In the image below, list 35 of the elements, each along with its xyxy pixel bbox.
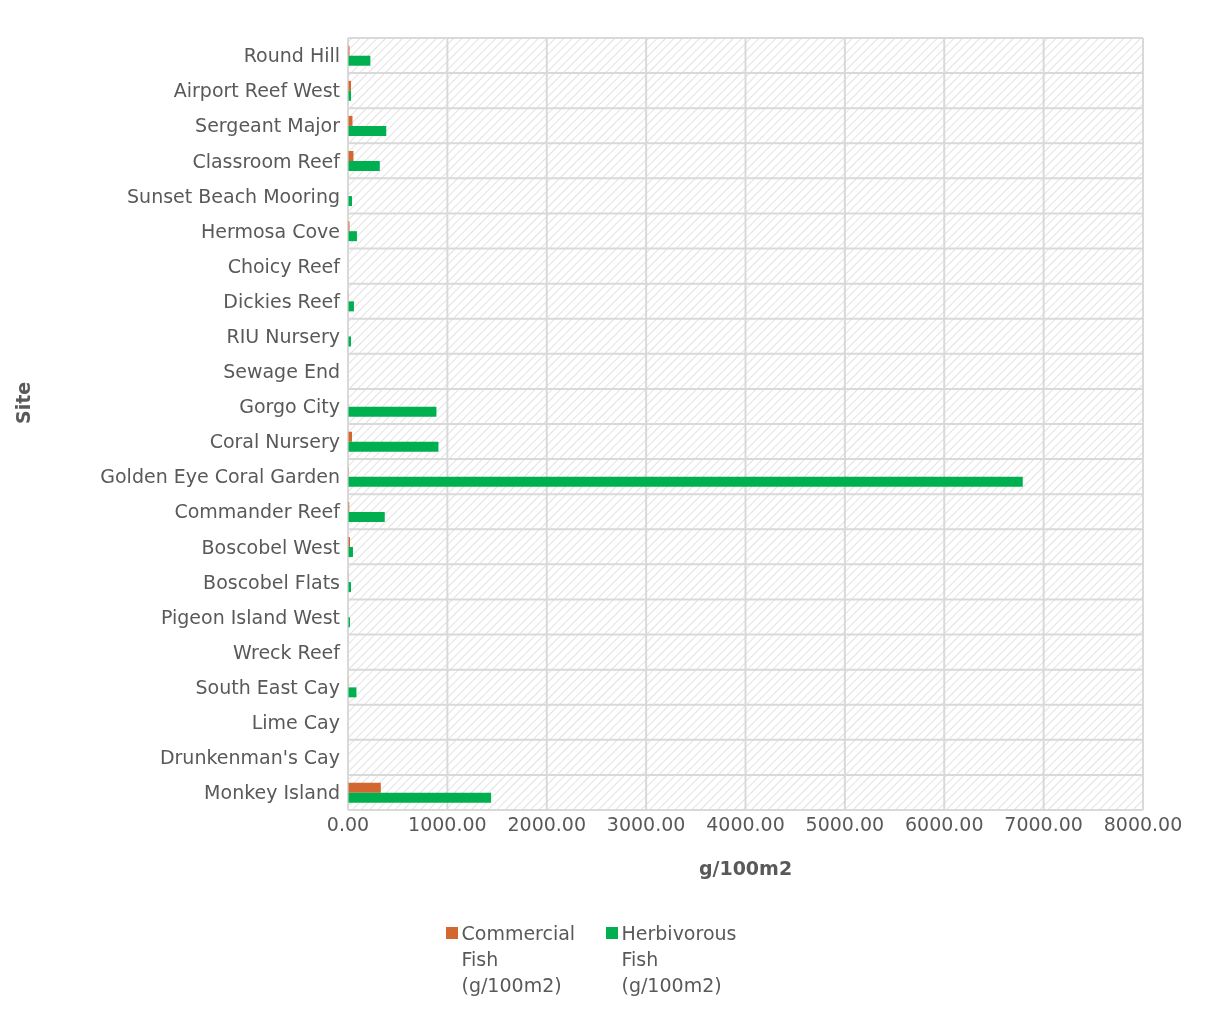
y-tick-label: Sewage End	[223, 360, 340, 383]
y-tick-label: Gorgo City	[239, 395, 340, 418]
y-tick-label: Wreck Reef	[233, 640, 342, 663]
y-axis-title: Site	[11, 381, 34, 424]
x-tick-label: 6000.00	[904, 813, 984, 836]
y-tick-label: South East Cay	[195, 675, 340, 698]
x-axis-title: g/100m2	[698, 857, 793, 879]
y-tick-label: Round Hill	[243, 44, 340, 67]
x-tick-label: 2000.00	[507, 813, 587, 836]
y-tick-label: Coral Nursery	[209, 430, 340, 453]
y-tick-label: Lime Cay	[251, 711, 340, 734]
x-tick-label: 0.00	[326, 813, 370, 836]
y-tick-label: Commander Reef	[174, 500, 342, 523]
y-tick-label: Hermosa Cove	[201, 219, 340, 242]
y-tick-label: Boscobel West	[201, 535, 340, 558]
x-tick-label: 3000.00	[606, 813, 686, 836]
x-tick-label: 1000.00	[408, 813, 487, 836]
legend-label: Commercial Fish (g/100m2)	[461, 921, 577, 998]
y-tick-label: Pigeon Island West	[160, 605, 340, 628]
x-tick-label: 8000.00	[1103, 813, 1183, 836]
y-tick-label: Sergeant Major	[195, 114, 341, 137]
y-tick-label: Golden Eye Coral Garden	[100, 465, 340, 488]
x-tick-label: 4000.00	[706, 813, 785, 836]
y-tick-label: Drunkenman's Cay	[159, 746, 340, 769]
y-tick-label: Choicy Reef	[227, 254, 342, 277]
x-tick-label: 7000.00	[1004, 813, 1083, 836]
y-tick-label: Classroom Reef	[192, 149, 342, 172]
y-tick-label: Monkey Island	[204, 781, 340, 804]
y-tick-label: Airport Reef West	[173, 79, 340, 102]
legend-label: Herbivorous Fish (g/100m2)	[621, 921, 738, 998]
y-tick-label: Dickies Reef	[223, 289, 342, 312]
y-tick-label: RIU Nursery	[226, 325, 340, 348]
y-tick-label: Boscobel Flats	[203, 570, 340, 593]
x-tick-label: 5000.00	[805, 813, 885, 836]
y-tick-label: Sunset Beach Mooring	[127, 184, 340, 207]
